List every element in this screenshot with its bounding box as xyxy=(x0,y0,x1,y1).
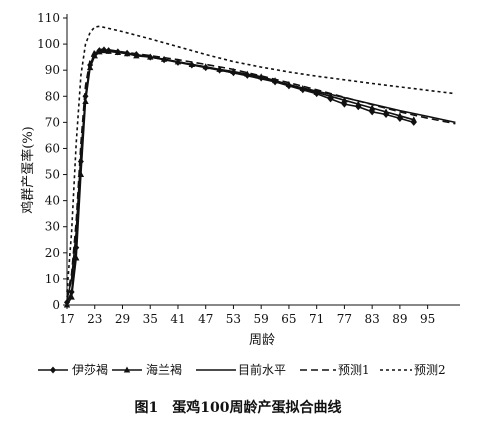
x-tick-label: 83 xyxy=(365,312,380,326)
legend-item-5: 预测2 xyxy=(380,363,446,377)
x-tick-label: 65 xyxy=(281,312,296,326)
y-tick-label: 90 xyxy=(45,63,60,77)
x-tick-label: 17 xyxy=(59,312,74,326)
data-point xyxy=(68,293,75,300)
data-point xyxy=(63,301,71,308)
legend-item-3: 目前水平 xyxy=(196,362,286,377)
legend-label: 预测1 xyxy=(338,363,370,377)
legend: 伊莎褐 海兰褐 目前水平 预测1 预测2 xyxy=(38,362,446,377)
series-line xyxy=(66,49,415,306)
x-tick-label: 89 xyxy=(392,312,407,326)
x-tick-label: 77 xyxy=(337,312,352,326)
y-tick-label: 40 xyxy=(45,194,60,208)
y-tick-label: 50 xyxy=(45,168,60,182)
x-tick-label: 47 xyxy=(198,312,213,326)
figure-caption: 图1 蛋鸡100周龄产蛋拟合曲线 xyxy=(135,399,342,416)
series-line xyxy=(66,48,415,303)
data-point xyxy=(368,104,376,111)
legend-label: 伊莎褐 xyxy=(72,362,108,377)
legend-label: 海兰褐 xyxy=(146,362,182,377)
y-tick-label: 110 xyxy=(37,11,60,25)
x-tick-label: 95 xyxy=(420,312,435,326)
y-tick-label: 30 xyxy=(45,220,60,234)
x-tick-label: 41 xyxy=(170,312,185,326)
data-point xyxy=(73,254,80,261)
x-tick-label: 59 xyxy=(254,312,269,326)
series-1 xyxy=(64,46,417,306)
y-axis-title: 鸡群产蛋率(%) xyxy=(20,126,36,214)
x-tick-label: 53 xyxy=(226,312,241,326)
data-point xyxy=(382,108,390,115)
y-tick-label: 60 xyxy=(45,141,60,155)
x-tick-label: 71 xyxy=(309,312,324,326)
x-axis-title: 周龄 xyxy=(249,333,275,348)
series-line xyxy=(66,25,456,293)
legend-item-4: 预测1 xyxy=(300,363,370,377)
data-point xyxy=(341,96,348,103)
y-tick-label: 20 xyxy=(45,246,60,260)
series-2 xyxy=(63,47,417,308)
data-point xyxy=(410,116,417,123)
series-3 xyxy=(66,49,456,300)
x-tick-label: 29 xyxy=(115,312,130,326)
y-tick-label: 70 xyxy=(45,115,60,129)
chart-axes: 0 10 20 30 40 50 60 70 80 90 100 110 17 23 29 35 41 47 53 5… xyxy=(37,11,460,326)
legend-label: 预测2 xyxy=(414,363,446,377)
y-tick-label: 80 xyxy=(45,89,60,103)
y-tick-label: 100 xyxy=(37,37,60,51)
legend-item-2: 海兰褐 xyxy=(112,362,182,377)
series-line xyxy=(66,48,456,298)
series-layer xyxy=(63,25,456,308)
legend-label: 目前水平 xyxy=(238,362,286,377)
y-tick-label: 0 xyxy=(52,298,60,312)
data-point xyxy=(327,92,334,99)
series-line xyxy=(66,49,456,300)
y-tick-label: 10 xyxy=(45,272,60,286)
legend-marker xyxy=(123,366,131,373)
series-4 xyxy=(66,48,456,298)
x-tick-label: 35 xyxy=(143,312,158,326)
data-point xyxy=(355,100,362,107)
legend-item-1: 伊莎褐 xyxy=(38,362,108,377)
legend-marker xyxy=(50,366,56,374)
data-point xyxy=(396,112,404,119)
series-5 xyxy=(66,25,456,293)
x-tick-label: 23 xyxy=(87,312,102,326)
